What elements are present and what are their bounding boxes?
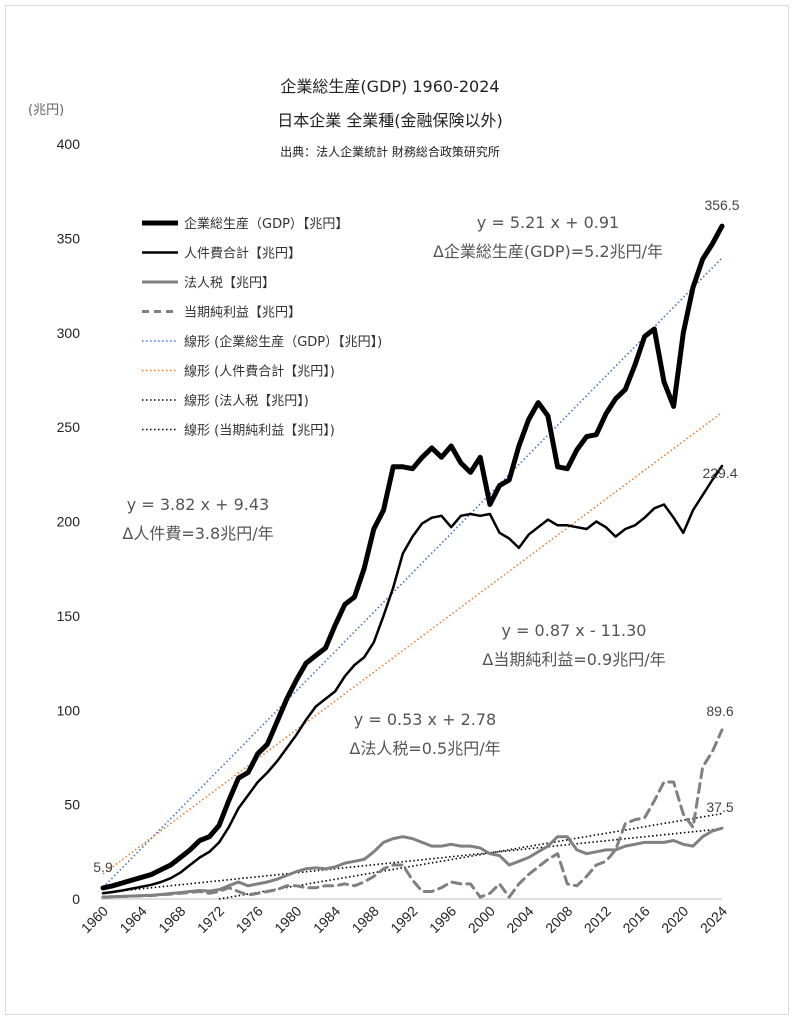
- end-value-label: 229.4: [702, 465, 737, 481]
- legend-label: 人件費合計【兆円】: [184, 246, 301, 262]
- chart-subtitle: 日本企業 全業種(金融保険以外): [277, 111, 503, 130]
- y-tick-label: 150: [57, 608, 81, 624]
- trendline-2: [102, 411, 723, 875]
- chart-frame: [5, 5, 789, 1015]
- chart-title: 企業総生産(GDP) 1960-2024: [280, 77, 499, 96]
- x-tick-label: 1996: [426, 903, 459, 936]
- end-value-label: 89.6: [706, 703, 733, 719]
- annotation-equation: y = 0.53 x + 2.78: [354, 710, 496, 729]
- x-tick-label: 2016: [619, 903, 652, 936]
- legend-label: 線形 (法人税【兆円】): [184, 393, 309, 409]
- legend-label: 当期純利益【兆円】: [184, 306, 301, 321]
- annotation-equation: y = 0.87 x - 11.30: [502, 621, 647, 640]
- x-tick-label: 2000: [465, 903, 498, 936]
- y-tick-label: 0: [72, 891, 80, 907]
- y-tick-label: 300: [57, 325, 81, 341]
- x-tick-label: 2012: [581, 903, 614, 936]
- x-tick-label: 2020: [658, 903, 691, 936]
- end-value-label: 356.5: [704, 197, 739, 213]
- x-tick-label: 1972: [194, 903, 227, 936]
- series-line-1: [100, 223, 725, 891]
- chart-source: 出典：法人企業統計 財務総合政策研究所: [280, 144, 500, 159]
- annotation-equation: y = 5.21 x + 0.91: [477, 213, 619, 232]
- x-tick-label: 1976: [233, 903, 266, 936]
- legend-label: 線形 (当期純利益【兆円】): [184, 423, 335, 439]
- y-tick-label: 50: [64, 797, 80, 813]
- x-tick-label: 2004: [503, 903, 536, 936]
- trendline-4: [218, 812, 723, 900]
- y-tick-label: 250: [57, 419, 81, 435]
- trendline-1: [102, 257, 723, 889]
- legend-label: 線形 (企業総生産（GDP）【兆円】): [184, 334, 382, 350]
- series-line-2: [101, 464, 724, 895]
- start-value-label: 5.9: [93, 859, 113, 875]
- annotation-rate: Δ企業総生産(GDP)=5.2兆円/年: [433, 242, 663, 261]
- x-tick-label: 2008: [542, 903, 575, 936]
- x-tick-label: 1968: [155, 903, 188, 936]
- x-tick-label: 1988: [349, 903, 382, 936]
- x-tick-label: 1984: [310, 903, 343, 936]
- y-tick-label: 100: [57, 702, 81, 718]
- end-value-label: 37.5: [706, 799, 733, 815]
- annotation-rate: Δ人件費=3.8兆円/年: [122, 524, 273, 543]
- annotation-rate: Δ法人税=0.5兆円/年: [349, 739, 500, 758]
- y-tick-label: 350: [57, 230, 81, 246]
- annotation-rate: Δ当期純利益=0.9兆円/年: [482, 650, 665, 669]
- y-tick-label: 400: [57, 136, 81, 152]
- x-tick-label: 1960: [78, 903, 111, 936]
- x-tick-label: 1964: [116, 903, 149, 936]
- x-tick-label: 2024: [697, 903, 730, 936]
- x-tick-label: 1980: [271, 903, 304, 936]
- series-line-4: [101, 728, 724, 899]
- series-line-3: [101, 826, 724, 899]
- y-axis-unit: (兆円): [28, 103, 64, 118]
- y-tick-label: 200: [57, 514, 81, 530]
- annotation-equation: y = 3.82 x + 9.43: [127, 495, 269, 514]
- legend-label: 線形 (人件費合計【兆円】): [184, 364, 335, 380]
- legend-label: 企業総生産（GDP）【兆円】: [184, 216, 348, 232]
- legend-label: 法人税【兆円】: [184, 276, 275, 291]
- x-tick-label: 1992: [387, 903, 420, 936]
